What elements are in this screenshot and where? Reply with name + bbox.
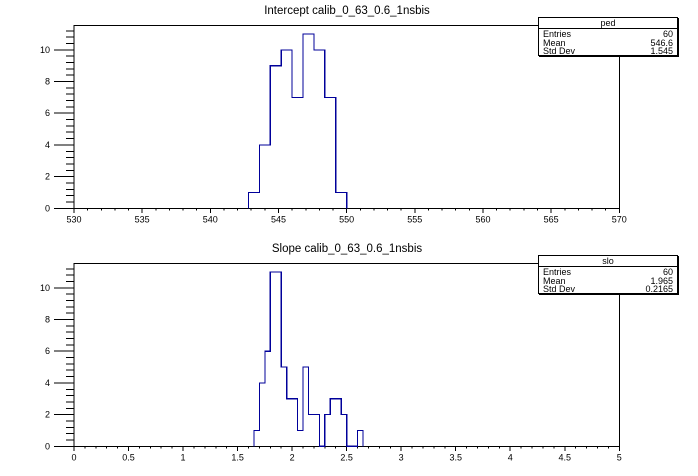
svg-text:8: 8 — [45, 315, 50, 325]
svg-text:2: 2 — [45, 172, 50, 182]
svg-text:10: 10 — [40, 45, 50, 55]
svg-text:535: 535 — [135, 214, 150, 224]
svg-text:2.5: 2.5 — [340, 452, 353, 462]
stats-row-entries: Entries 60 — [539, 268, 677, 277]
svg-text:570: 570 — [612, 214, 627, 224]
stats-value: 60 — [662, 29, 673, 39]
stats-value: 60 — [662, 267, 673, 277]
svg-text:3: 3 — [399, 452, 404, 462]
svg-text:6: 6 — [45, 108, 50, 118]
svg-text:3.5: 3.5 — [449, 452, 462, 462]
svg-text:5: 5 — [617, 452, 622, 462]
stats-box-ped[interactable]: ped Entries 60 Mean 546.6 Std Dev 1.545 — [538, 17, 678, 56]
svg-text:565: 565 — [544, 214, 559, 224]
slope-histogram-plot: 0 0.5 1 1.5 2 2.5 3 3.5 4 4.5 5 0 2 4 6 8 10 — [40, 262, 622, 462]
plot-title-intercept: Intercept calib_0_63_0.6_1nsbis — [264, 5, 430, 17]
stats-label: Entries — [543, 267, 572, 277]
svg-text:0.5: 0.5 — [122, 452, 135, 462]
pad-intercept: 530 535 540 545 550 555 560 565 570 0 2 4 6 8 10 Inter… — [40, 5, 678, 224]
svg-text:4: 4 — [45, 140, 50, 150]
plot-title-slope: Slope calib_0_63_0.6_1nsbis — [271, 243, 423, 255]
svg-text:6: 6 — [45, 346, 50, 356]
stats-value: 546.6 — [650, 37, 673, 48]
stats-value: 1.545 — [650, 46, 673, 56]
svg-text:0: 0 — [45, 203, 50, 213]
svg-text:1.5: 1.5 — [231, 452, 244, 462]
stats-row-stddev: Std Dev 0.2165 — [539, 285, 677, 294]
svg-text:4: 4 — [45, 378, 50, 388]
pad-slope: 0 0.5 1 1.5 2 2.5 3 3.5 4 4.5 5 0 2 4 6 8 10 Slope calib… — [0, 238, 698, 476]
svg-text:0: 0 — [71, 452, 76, 462]
svg-text:530: 530 — [66, 214, 81, 224]
svg-text:8: 8 — [45, 77, 50, 87]
stats-row-mean: Mean 1.965 — [539, 275, 677, 286]
stats-label: Mean — [543, 37, 566, 48]
stats-box-slo[interactable]: slo Entries 60 Mean 1.965 Std Dev 0.2165 — [538, 255, 678, 294]
stats-box-title: slo — [539, 256, 677, 267]
svg-text:545: 545 — [271, 214, 286, 224]
svg-text:555: 555 — [407, 214, 422, 224]
stats-box-rows: Entries 60 Mean 1.965 Std Dev 0.2165 — [539, 267, 677, 295]
svg-text:2: 2 — [290, 452, 295, 462]
svg-text:540: 540 — [203, 214, 218, 224]
stats-label: Mean — [543, 275, 566, 286]
svg-text:560: 560 — [475, 214, 490, 224]
svg-text:1: 1 — [181, 452, 186, 462]
stats-row-entries: Entries 60 — [539, 30, 677, 39]
stats-label: Std Dev — [543, 46, 576, 56]
intercept-histogram-plot: 530 535 540 545 550 555 560 565 570 0 2 4 6 8 10 — [40, 24, 627, 224]
stats-value: 1.965 — [650, 275, 673, 286]
stats-value: 0.2165 — [645, 284, 673, 294]
stats-label: Entries — [543, 29, 572, 39]
stats-label: Std Dev — [543, 284, 576, 294]
stats-box-rows: Entries 60 Mean 546.6 Std Dev 1.545 — [539, 29, 677, 57]
svg-text:0: 0 — [45, 441, 50, 451]
svg-text:2: 2 — [45, 410, 50, 420]
svg-text:550: 550 — [339, 214, 354, 224]
svg-text:4.5: 4.5 — [559, 452, 572, 462]
stats-row-mean: Mean 546.6 — [539, 37, 677, 48]
stats-row-stddev: Std Dev 1.545 — [539, 47, 677, 56]
stats-box-title: ped — [539, 18, 677, 29]
svg-text:4: 4 — [508, 452, 513, 462]
svg-text:10: 10 — [40, 283, 50, 293]
